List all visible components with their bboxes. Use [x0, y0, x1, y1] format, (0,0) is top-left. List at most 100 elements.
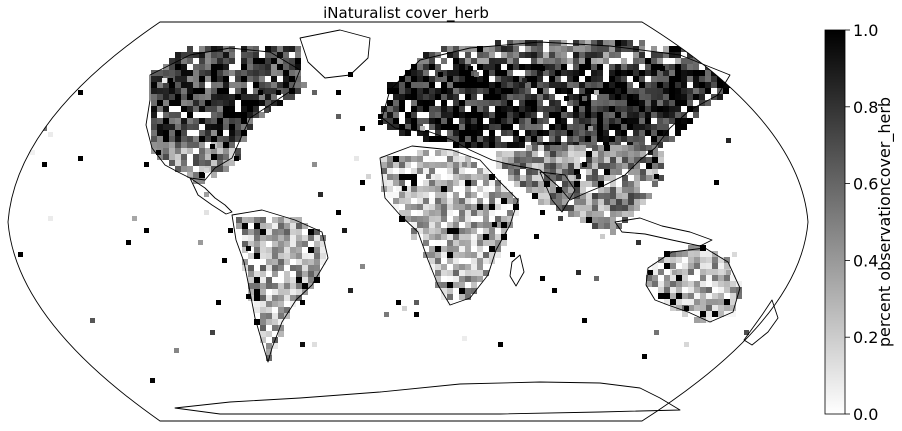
heatmap-cell [181, 148, 187, 154]
heatmap-cell [621, 124, 627, 130]
heatmap-cell [260, 265, 266, 271]
heatmap-cell [592, 157, 598, 163]
heatmap-cell [513, 46, 519, 52]
heatmap-cell [211, 94, 217, 100]
heatmap-cell [532, 175, 538, 181]
heatmap-cell [381, 174, 387, 180]
heatmap-cell [284, 307, 290, 313]
heatmap-cell [574, 157, 580, 163]
heatmap-cell [591, 112, 597, 118]
heatmap-cell [465, 276, 471, 282]
heatmap-cell [573, 112, 579, 118]
heatmap-cell [272, 271, 278, 277]
heatmap-cell [633, 76, 639, 82]
heatmap-cell [537, 118, 543, 124]
heatmap-cell [555, 118, 561, 124]
heatmap-cell [585, 106, 591, 112]
heatmap-cell [498, 342, 503, 347]
heatmap-cell [639, 46, 645, 52]
heatmap-cell [296, 241, 302, 247]
heatmap-cell [604, 217, 610, 223]
heatmap-cell [465, 58, 471, 64]
heatmap-cell [489, 94, 495, 100]
heatmap-cell [495, 204, 501, 210]
heatmap-cell [254, 307, 260, 313]
heatmap-cell [610, 145, 616, 151]
heatmap-cell [519, 88, 525, 94]
heatmap-cell [495, 234, 501, 240]
heatmap-cell [246, 294, 251, 299]
heatmap-cell [405, 216, 411, 222]
heatmap-cell [477, 228, 483, 234]
heatmap-cell [417, 88, 423, 94]
heatmap-cell [447, 282, 453, 288]
heatmap-cell [175, 136, 181, 142]
heatmap-cell [265, 82, 271, 88]
heatmap-cell [640, 157, 646, 163]
heatmap-cell [453, 150, 459, 156]
heatmap-cell [384, 312, 389, 317]
heatmap-cell [501, 100, 507, 106]
heatmap-cell [259, 70, 265, 76]
heatmap-cell [254, 289, 260, 295]
heatmap-cell [579, 100, 585, 106]
heatmap-cell [718, 257, 724, 263]
heatmap-cell [483, 186, 489, 192]
heatmap-cell [272, 343, 278, 349]
heatmap-cell [453, 142, 459, 148]
heatmap-cell [489, 88, 495, 94]
heatmap-cell [199, 88, 205, 94]
heatmap-cell [664, 281, 670, 287]
heatmap-cell [525, 112, 531, 118]
heatmap-cell [622, 163, 628, 169]
heatmap-cell [193, 118, 199, 124]
heatmap-cell [278, 307, 284, 313]
heatmap-cell [181, 100, 187, 106]
heatmap-cell [732, 252, 737, 257]
heatmap-cell [514, 151, 520, 157]
heatmap-cell [259, 112, 265, 118]
heatmap-cell [272, 319, 278, 325]
heatmap-cell [175, 160, 181, 166]
heatmap-cell [474, 72, 479, 77]
heatmap-cell [465, 288, 471, 294]
heatmap-cell [435, 210, 441, 216]
heatmap-cell [538, 145, 544, 151]
heatmap-cell [651, 94, 657, 100]
heatmap-cell [169, 124, 175, 130]
heatmap-cell [247, 70, 253, 76]
heatmap-cell [699, 70, 705, 76]
heatmap-cell [730, 305, 736, 311]
heatmap-cell [519, 64, 525, 70]
heatmap-cell [633, 94, 639, 100]
heatmap-cell [187, 88, 193, 94]
heatmap-cell [459, 142, 465, 148]
heatmap-cell [621, 130, 627, 136]
heatmap-cell [579, 52, 585, 58]
heatmap-cell [531, 82, 537, 88]
heatmap-cell [399, 130, 405, 136]
heatmap-cell [399, 210, 405, 216]
heatmap-cell [217, 64, 223, 70]
heatmap-cell [272, 289, 278, 295]
heatmap-cell [471, 234, 477, 240]
heatmap-cell [447, 222, 453, 228]
heatmap-cell [675, 82, 681, 88]
heatmap-cell [441, 180, 447, 186]
heatmap-cell [441, 246, 447, 252]
heatmap-cell [284, 229, 290, 235]
heatmap-cell [694, 245, 700, 251]
heatmap-cell [169, 160, 175, 166]
heatmap-cell [193, 178, 199, 184]
heatmap-cell [169, 118, 175, 124]
heatmap-cell [693, 112, 699, 118]
heatmap-cell [459, 70, 465, 76]
heatmap-cell [447, 276, 453, 282]
heatmap-cell [610, 217, 616, 223]
heatmap-cell [187, 136, 193, 142]
heatmap-cell [574, 163, 580, 169]
heatmap-cell [211, 88, 217, 94]
heatmap-cell [544, 145, 550, 151]
heatmap-cell [378, 120, 383, 125]
heatmap-cell [260, 253, 266, 259]
